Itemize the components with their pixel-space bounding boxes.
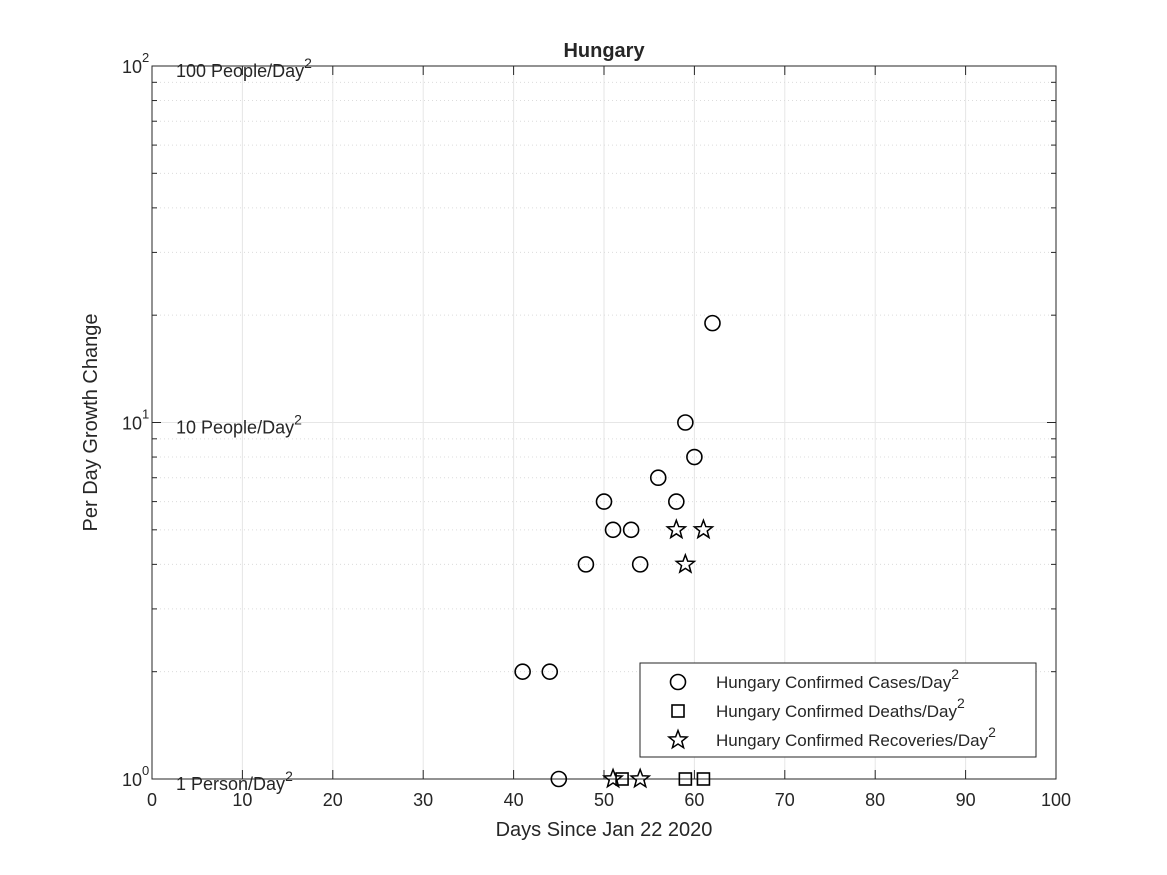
x-tick-label: 80: [865, 790, 885, 810]
series-circle: [514, 314, 721, 788]
y-tick-label: 10: [122, 57, 142, 77]
x-tick-label: 20: [323, 790, 343, 810]
legend-label: Hungary Confirmed Recoveries/Day2: [716, 724, 996, 750]
circle-point: [514, 663, 531, 680]
star-point: [692, 518, 715, 540]
legend-box: [639, 662, 1037, 758]
y-tick-exponent: 0: [142, 763, 149, 778]
circle-point: [604, 521, 622, 539]
circle-point: [631, 556, 649, 573]
legend-marker-square: [671, 704, 685, 718]
circle-point: [550, 770, 568, 788]
star-point: [601, 767, 625, 789]
x-tick-label: 100: [1041, 790, 1071, 810]
reference-label: 10 People/Day2: [176, 412, 302, 438]
star-point: [674, 552, 697, 574]
y-axis-label: Per Day Growth Change: [80, 314, 102, 532]
x-tick-label: 0: [147, 790, 157, 810]
x-tick-label: 90: [956, 790, 976, 810]
y-tick-exponent: 1: [142, 407, 149, 422]
legend-marker-star: [666, 728, 690, 750]
square-point: [615, 772, 629, 786]
reference-label: 100 People/Day2: [176, 55, 312, 81]
circle-point: [649, 469, 667, 487]
y-tick-label: 10: [122, 414, 142, 434]
star-point: [629, 767, 652, 789]
star-point: [665, 518, 688, 540]
x-tick-label: 50: [594, 790, 614, 810]
y-tick-label: 10: [122, 770, 142, 790]
square-point: [678, 772, 693, 786]
x-tick-label: 30: [413, 790, 433, 810]
x-tick-label: 60: [684, 790, 704, 810]
circle-point: [668, 493, 685, 510]
x-tick-label: 10: [232, 790, 252, 810]
series-star: [601, 518, 715, 789]
x-axis-label: Days Since Jan 22 2020: [496, 819, 713, 841]
legend-label: Hungary Confirmed Cases/Day2: [716, 666, 959, 692]
y-tick-exponent: 2: [142, 50, 149, 65]
data-marks: [514, 314, 721, 789]
circle-point: [686, 448, 703, 466]
legend-label: Hungary Confirmed Deaths/Day2: [716, 695, 965, 721]
legend: Hungary Confirmed Cases/Day2 Hungary Conf…: [639, 662, 1037, 758]
x-tick-label: 40: [504, 790, 524, 810]
chart-title: Hungary: [563, 40, 645, 62]
x-tick-label: 70: [775, 790, 795, 810]
legend-marker-circle: [669, 673, 687, 691]
reference-label: 1 Person/Day2: [176, 768, 293, 794]
reference-labels: 100 People/Day2 10 People/Day2 1 Person/Da…: [176, 55, 312, 794]
circle-point: [622, 521, 640, 539]
circle-point: [577, 556, 595, 573]
circle-point: [541, 663, 559, 680]
circle-point: [704, 314, 721, 332]
square-point: [696, 772, 711, 786]
circle-point: [677, 414, 694, 431]
circle-point: [595, 493, 613, 510]
series-square: [615, 772, 711, 786]
